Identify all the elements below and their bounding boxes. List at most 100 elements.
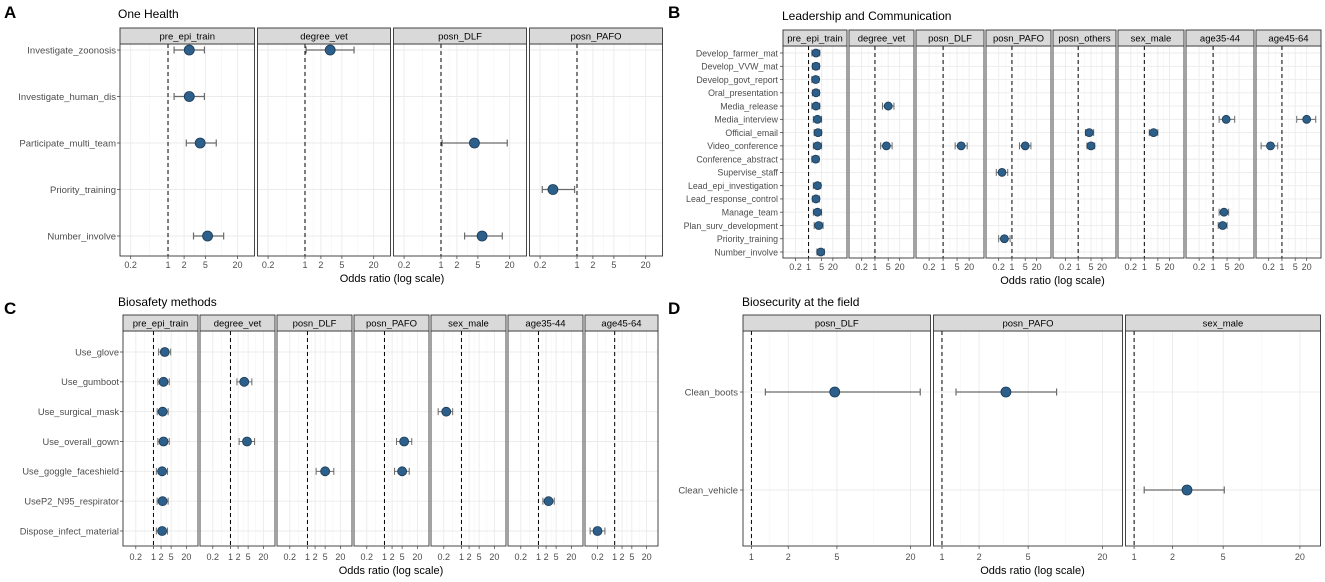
x-tick-label: 5 xyxy=(629,552,634,562)
facet-age35-44: age35-44 0.2 1 2 5 20 xyxy=(507,314,584,562)
x-tick-label: 0.2 xyxy=(130,552,143,562)
facet-posn_DLF: posn_DLF 0.2 1 2 5 20 xyxy=(393,27,527,270)
x-tick-label: 1 xyxy=(438,260,443,270)
x-tick-label: 2 xyxy=(1170,552,1175,562)
category-label: UseP2_N95_respirator xyxy=(24,496,119,506)
facet-posn_PAFO: posn_PAFO 1 2 5 20 xyxy=(933,314,1123,562)
facet-strip xyxy=(1185,29,1255,47)
category-label: Media_release xyxy=(720,101,778,111)
data-point-Use_surgical_mask xyxy=(441,406,452,417)
facet-strip xyxy=(119,27,255,45)
panel-title: One Health xyxy=(118,7,179,21)
category-label: Priority_training xyxy=(717,234,778,244)
x-tick-label: 5 xyxy=(1155,262,1160,272)
x-tick-label: 0.2 xyxy=(438,552,451,562)
x-tick-label: 5 xyxy=(834,552,839,562)
facet-background xyxy=(529,44,663,256)
data-point-Use_gumboot xyxy=(239,376,250,387)
x-tick-label: 0.2 xyxy=(1125,262,1138,272)
data-point-Clean_boots xyxy=(1000,386,1012,398)
x-tick-label: 5 xyxy=(169,552,174,562)
data-point-Media_release xyxy=(883,101,893,111)
category-label: Use_glove xyxy=(75,347,119,357)
x-tick-label: 0.2 xyxy=(992,262,1005,272)
data-point-Lead_response_control xyxy=(811,194,821,204)
category-label: Investigate_zoonosis xyxy=(27,45,116,56)
data-point-Participate_multi_team xyxy=(469,137,480,149)
data-point-Number_involve xyxy=(476,230,488,242)
panel-title: Biosecurity at the field xyxy=(742,295,859,309)
facet-label: age45-64 xyxy=(1268,34,1308,45)
x-tick-label: 0.2 xyxy=(1059,262,1072,272)
category-label: Lead_epi_investigation xyxy=(688,181,778,191)
x-tick-label: 1 xyxy=(1279,262,1284,272)
x-tick-label: 5 xyxy=(339,260,344,270)
x-tick-label: 20 xyxy=(1164,262,1174,272)
x-axis-title: Odds ratio (log scale) xyxy=(340,273,445,285)
facet-strip xyxy=(393,27,527,45)
x-tick-label: 1 xyxy=(612,552,617,562)
data-point-Priority_training xyxy=(547,184,559,195)
data-point-Lead_epi_investigation xyxy=(813,181,822,191)
x-tick-label: 2 xyxy=(313,552,318,562)
x-tick-label: 20 xyxy=(233,260,243,270)
facet-strip xyxy=(430,314,507,332)
facet-strip xyxy=(199,314,276,332)
category-label: Manage_team xyxy=(722,208,778,218)
facet-strip xyxy=(933,314,1123,332)
facet-background xyxy=(120,44,255,256)
panel-letter: C xyxy=(4,299,16,318)
category-label: Media_interview xyxy=(714,115,778,125)
x-tick-label: 1 xyxy=(302,260,307,270)
x-tick-label: 0.2 xyxy=(923,262,936,272)
data-point-UseP2_N95_respirator xyxy=(157,496,168,507)
category-label: Number_involve xyxy=(714,247,778,257)
data-point-Use_overall_gown xyxy=(399,436,410,447)
data-point-Official_email xyxy=(1084,128,1094,138)
facet-strip xyxy=(507,314,584,332)
category-label: Clean_boots xyxy=(685,387,739,398)
data-point-Number_involve xyxy=(816,247,826,257)
category-label: Priority_training xyxy=(50,185,116,196)
panel-letter: B xyxy=(668,3,680,22)
data-point-Media_interview xyxy=(1302,114,1312,124)
category-label: Investigate_human_dis xyxy=(18,92,116,103)
x-tick-label: 20 xyxy=(906,552,916,562)
x-tick-label: 2 xyxy=(620,552,625,562)
x-tick-label: 1 xyxy=(382,552,387,562)
facet-label: pre_epi_train xyxy=(787,34,842,45)
category-label: Lead_response_control xyxy=(686,194,778,204)
x-tick-label: 2 xyxy=(390,552,395,562)
x-tick-label: 1 xyxy=(941,262,946,272)
facet-background xyxy=(393,44,527,256)
category-label: Develop_farmer_mat xyxy=(696,48,779,58)
facet-label: sex_male xyxy=(1203,319,1244,330)
facet-strip xyxy=(1117,29,1185,47)
facet-label: sex_male xyxy=(1131,34,1172,45)
x-tick-label: 20 xyxy=(1097,262,1107,272)
data-point-Investigate_zoonosis xyxy=(183,44,195,56)
x-tick-label: 1 xyxy=(151,552,156,562)
data-point-Investigate_human_dis xyxy=(183,91,195,102)
x-tick-label: 0.2 xyxy=(534,260,547,270)
data-point-Clean_boots xyxy=(829,386,841,398)
x-tick-label: 20 xyxy=(1234,262,1244,272)
category-label: Participate_multi_team xyxy=(19,138,116,149)
x-tick-label: 1 xyxy=(459,552,464,562)
x-tick-label: 2 xyxy=(467,552,472,562)
data-point-Plan_surv_development xyxy=(814,221,824,230)
x-tick-label: 5 xyxy=(203,260,208,270)
chart-panel-d: D Biosecurity at the field Clean_boots Clea… xyxy=(668,295,1321,577)
x-tick-label: 5 xyxy=(475,260,480,270)
data-point-Use_goggle_faceshield xyxy=(157,466,168,477)
x-tick-label: 1 xyxy=(1132,552,1137,562)
facet-strip xyxy=(276,314,353,332)
facet-age45-64: age45-64 0.2 1 2 5 20 xyxy=(584,314,659,562)
x-tick-label: 5 xyxy=(819,262,824,272)
x-axis-title: Odds ratio (log scale) xyxy=(980,565,1085,577)
x-tick-label: 5 xyxy=(1088,262,1093,272)
data-point-Use_overall_gown xyxy=(158,436,169,447)
x-tick-label: 2 xyxy=(318,260,323,270)
facet-degree_vet: degree_vet 0.2 1 5 20 xyxy=(848,29,915,272)
